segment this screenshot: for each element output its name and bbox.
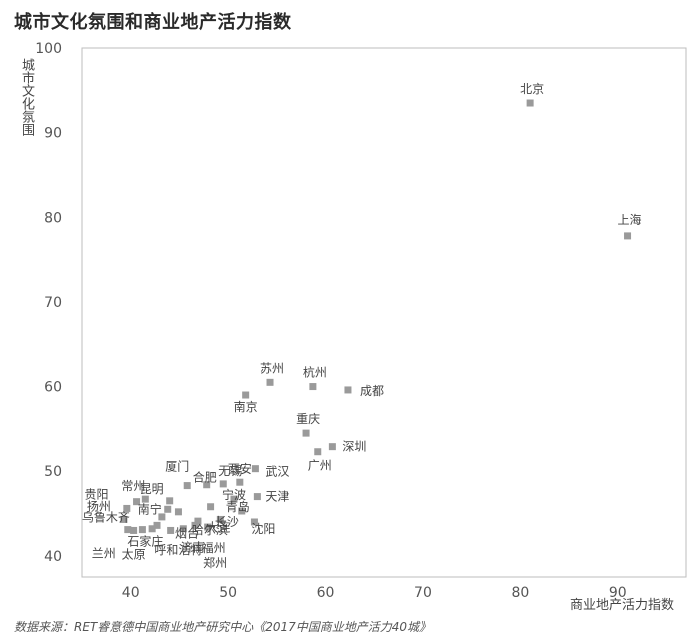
point-label: 乌鲁木齐 bbox=[82, 509, 130, 524]
point-label: 哈尔滨 bbox=[192, 522, 228, 537]
scatter-point bbox=[328, 443, 336, 451]
data-points bbox=[120, 99, 632, 534]
y-tick-label: 90 bbox=[44, 126, 62, 142]
scatter-point bbox=[148, 525, 156, 533]
point-label: 武汉 bbox=[265, 465, 289, 479]
point-label: 青岛 bbox=[226, 499, 250, 514]
point-label: 西安 bbox=[228, 461, 252, 476]
scatter-point bbox=[123, 504, 131, 512]
point-label: 福州 bbox=[202, 540, 226, 555]
point-label: 常州 bbox=[121, 479, 145, 493]
point-label: 宁波 bbox=[222, 487, 246, 502]
y-tick-label: 50 bbox=[44, 464, 62, 480]
scatter-point bbox=[526, 99, 534, 107]
point-label: 昆明 bbox=[140, 482, 164, 496]
x-tick-labels: 40 50 60 70 80 90 bbox=[122, 585, 627, 601]
y-axis-label: 城市文化氛围 bbox=[19, 58, 34, 136]
y-tick-label: 100 bbox=[35, 41, 62, 57]
point-label: 郑州 bbox=[203, 555, 227, 570]
plot-frame bbox=[81, 47, 687, 578]
scatter-point bbox=[309, 383, 317, 391]
x-tick-label: 70 bbox=[414, 585, 432, 601]
scatter-point bbox=[124, 526, 132, 534]
scatter-point bbox=[314, 448, 322, 456]
y-tick-label: 80 bbox=[44, 210, 62, 226]
scatter-point bbox=[179, 525, 187, 533]
point-label: 上海 bbox=[618, 212, 642, 227]
point-label: 南宁 bbox=[138, 501, 162, 516]
scatter-point bbox=[204, 523, 212, 531]
scatter-point bbox=[250, 518, 258, 526]
scatter-point bbox=[133, 498, 141, 506]
scatter-point bbox=[153, 521, 161, 529]
point-label: 广州 bbox=[308, 459, 332, 473]
scatter-point bbox=[242, 391, 250, 399]
point-label: 厦门 bbox=[165, 459, 189, 474]
point-label: 石家庄 bbox=[127, 534, 163, 549]
scatter-point bbox=[174, 508, 182, 516]
y-tick-label: 40 bbox=[44, 549, 62, 565]
point-label: 重庆 bbox=[296, 412, 320, 426]
y-tick-label: 60 bbox=[44, 380, 62, 396]
scatter-point bbox=[236, 478, 244, 486]
point-label: 大连 bbox=[206, 519, 230, 534]
point-label: 沈阳 bbox=[251, 521, 275, 536]
point-label: 天津 bbox=[265, 490, 289, 504]
scatter-point bbox=[238, 507, 246, 515]
point-label: 烟台 bbox=[175, 525, 199, 540]
scatter-point bbox=[253, 493, 261, 501]
source-note: 数据来源：RET睿意德中国商业地产研究中心《2017中国商业地产活力40城》 bbox=[14, 620, 432, 634]
point-label: 呼和浩特 bbox=[154, 542, 202, 557]
scatter-point bbox=[138, 526, 146, 534]
scatter-point bbox=[183, 482, 191, 490]
chart-title: 城市文化氛围和商业地产活力指数 bbox=[14, 12, 292, 33]
point-label: 合肥 bbox=[193, 470, 217, 485]
scatter-point bbox=[216, 515, 224, 523]
y-tick-label: 70 bbox=[44, 295, 62, 311]
x-tick-label: 50 bbox=[219, 585, 237, 601]
point-label: 无锡 bbox=[218, 463, 242, 478]
point-label: 贵阳 bbox=[85, 488, 109, 502]
x-tick-label: 60 bbox=[317, 585, 335, 601]
scatter-point bbox=[164, 505, 172, 513]
point-label: 苏州 bbox=[260, 361, 284, 375]
scatter-point bbox=[158, 513, 166, 521]
y-tick-labels: 40 50 60 70 80 90 100 bbox=[35, 41, 62, 565]
x-tick-label: 90 bbox=[609, 585, 627, 601]
scatter-point bbox=[191, 521, 199, 529]
scatter-point bbox=[166, 497, 174, 505]
scatter-point bbox=[624, 232, 632, 240]
point-label: 长沙 bbox=[215, 515, 239, 529]
point-label: 北京 bbox=[520, 82, 544, 96]
point-label: 济南 bbox=[181, 539, 205, 554]
scatter-point bbox=[141, 495, 149, 503]
point-label: 南京 bbox=[234, 399, 258, 414]
point-label: 兰州 bbox=[92, 547, 116, 561]
scatter-point bbox=[302, 429, 310, 437]
point-label: 深圳 bbox=[342, 440, 366, 454]
scatter-point bbox=[207, 503, 215, 511]
scatter-point bbox=[219, 480, 227, 488]
scatter-point bbox=[230, 495, 238, 503]
scatter-point bbox=[194, 517, 202, 525]
x-tick-label: 80 bbox=[511, 585, 529, 601]
x-axis-label: 商业地产活力指数 bbox=[569, 598, 674, 613]
scatter-point bbox=[203, 481, 211, 489]
x-tick-label: 40 bbox=[122, 585, 140, 601]
scatter-point bbox=[344, 386, 352, 394]
scatter-point bbox=[251, 465, 259, 473]
point-label: 太原 bbox=[122, 546, 146, 561]
scatter-point bbox=[167, 526, 175, 534]
scatter-point bbox=[120, 515, 128, 523]
scatter-point bbox=[266, 378, 274, 386]
point-label: 成都 bbox=[360, 384, 384, 398]
point-label: 扬州 bbox=[87, 498, 111, 513]
scatter-point bbox=[130, 526, 138, 534]
point-label: 杭州 bbox=[303, 365, 327, 380]
